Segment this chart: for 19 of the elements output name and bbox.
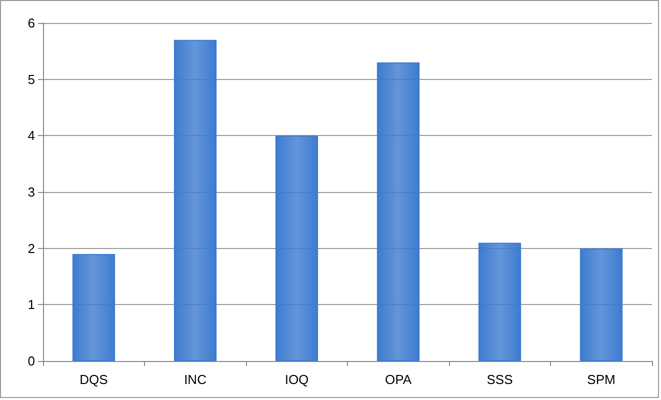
- y-tick-label: 0: [28, 354, 35, 368]
- y-tick-label: 4: [28, 128, 35, 144]
- bar: [580, 248, 623, 361]
- x-tick-label: OPA: [385, 372, 412, 387]
- bar: [376, 62, 420, 361]
- bar: [174, 40, 217, 361]
- y-tick-label: 1: [28, 297, 35, 312]
- x-tick-label: IOQ: [284, 372, 309, 387]
- y-tick-label: 6: [28, 16, 35, 30]
- bar: [72, 254, 116, 361]
- x-tick-label: SPM: [587, 372, 616, 387]
- x-tick-label: SSS: [486, 372, 514, 387]
- y-tick-label: 5: [28, 72, 35, 87]
- y-tick-label: 2: [28, 240, 35, 256]
- bar: [275, 136, 318, 361]
- y-tick-label: 3: [28, 184, 35, 200]
- x-tick-label: DQS: [80, 372, 108, 387]
- bar: [478, 242, 522, 361]
- x-tick-label: INC: [184, 372, 206, 387]
